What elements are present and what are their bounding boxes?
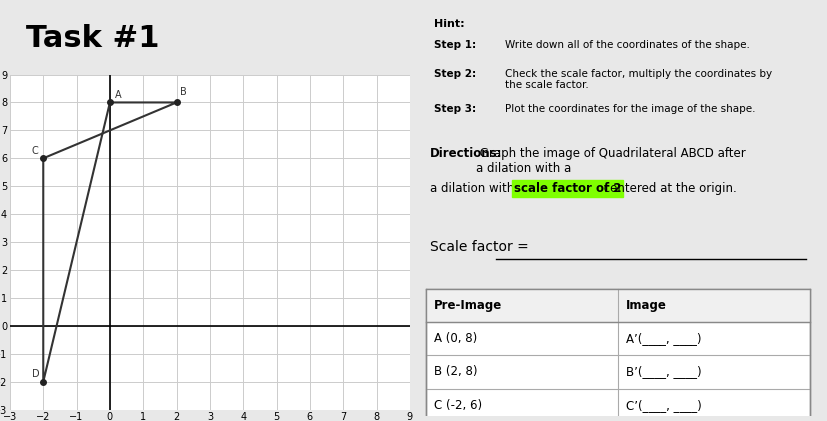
Text: Step 3:: Step 3: bbox=[433, 104, 480, 114]
Text: Check the scale factor, multiply the coordinates by
the scale factor.: Check the scale factor, multiply the coo… bbox=[504, 69, 771, 91]
Text: a dilation with a: a dilation with a bbox=[429, 182, 528, 195]
Text: Scale factor =: Scale factor = bbox=[429, 240, 533, 254]
Text: A: A bbox=[115, 90, 122, 100]
Text: Write down all of the coordinates of the shape.: Write down all of the coordinates of the… bbox=[504, 40, 748, 51]
FancyBboxPatch shape bbox=[426, 289, 809, 421]
Text: Hint:: Hint: bbox=[433, 19, 464, 29]
Text: A’(____, ____): A’(____, ____) bbox=[625, 332, 700, 345]
Text: A (0, 8): A (0, 8) bbox=[433, 332, 477, 345]
Text: B (2, 8): B (2, 8) bbox=[433, 365, 477, 378]
Text: scale factor of 2: scale factor of 2 bbox=[514, 182, 621, 195]
Text: Plot the coordinates for the image of the shape.: Plot the coordinates for the image of th… bbox=[504, 104, 754, 114]
Text: B’(____, ____): B’(____, ____) bbox=[625, 365, 700, 378]
Text: Pre-Image: Pre-Image bbox=[433, 299, 502, 312]
Text: C (-2, 6): C (-2, 6) bbox=[433, 399, 481, 412]
Text: Step 1:: Step 1: bbox=[433, 40, 480, 51]
Text: D: D bbox=[31, 369, 39, 379]
Text: Image: Image bbox=[625, 299, 667, 312]
Text: Graph the image of Quadrilateral ABCD after
a dilation with a: Graph the image of Quadrilateral ABCD af… bbox=[476, 147, 745, 176]
Text: Step 2:: Step 2: bbox=[433, 69, 480, 79]
Text: C’(____, ____): C’(____, ____) bbox=[625, 399, 701, 412]
Text: C: C bbox=[31, 146, 38, 155]
Text: Task #1: Task #1 bbox=[26, 24, 160, 53]
Text: B: B bbox=[179, 87, 186, 97]
Text: centered at the origin.: centered at the origin. bbox=[600, 182, 736, 195]
FancyBboxPatch shape bbox=[426, 289, 809, 322]
Text: Directions:: Directions: bbox=[429, 147, 502, 160]
